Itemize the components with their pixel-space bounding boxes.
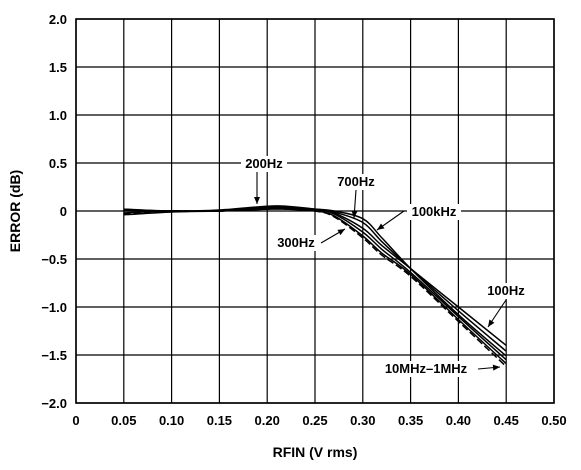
x-tick-label: 0.10 [159, 413, 184, 428]
annotation-label: 100Hz [487, 283, 525, 298]
annotation-background [333, 174, 379, 190]
annotation-label: 100kHz [412, 204, 457, 219]
arrow-head-icon [488, 319, 495, 327]
annotation-background [273, 235, 319, 251]
annotation-background [383, 361, 469, 377]
x-tick-label: 0.25 [302, 413, 327, 428]
x-tick-label: 0 [72, 413, 79, 428]
y-tick-label: −2.0 [41, 396, 67, 411]
grid [75, 18, 555, 404]
x-tick-label: 0.30 [350, 413, 375, 428]
x-axis-title: RFIN (V rms) [273, 444, 358, 460]
y-tick-label: 1.5 [49, 60, 67, 75]
x-tick-label: 0.35 [398, 413, 423, 428]
annotation-group: 200Hz 700Hz 100kHz 300Hz 100Hz 10MHz–1MHz [241, 156, 529, 377]
series-line [123, 208, 507, 368]
x-tick-label: 0.50 [541, 413, 566, 428]
x-tick-label: 0.45 [494, 413, 519, 428]
y-tick-label: 0 [60, 204, 67, 219]
series-group [123, 205, 507, 368]
x-tick-label: 0.05 [111, 413, 136, 428]
arrow-head-icon [254, 197, 260, 204]
arrow-head-icon [377, 223, 385, 230]
annotation-label: 10MHz–1MHz [385, 361, 468, 376]
x-tick-label: 0.20 [255, 413, 280, 428]
y-tick-labels: 2.0 1.5 1.0 0.5 0 −0.5 −1.0 −1.5 −2.0 [41, 12, 67, 411]
y-axis-title: ERROR (dB) [7, 170, 23, 252]
x-tick-labels: 0 0.05 0.10 0.15 0.20 0.25 0.30 0.35 0.40 0.45 0.5… [72, 413, 566, 428]
arrow-head-icon [492, 364, 500, 371]
y-tick-label: 0.5 [49, 156, 67, 171]
plot-frame [75, 18, 555, 404]
y-tick-label: −1.0 [41, 300, 67, 315]
y-tick-label: −0.5 [41, 252, 67, 267]
x-tick-label: 0.15 [207, 413, 232, 428]
y-tick-label: 2.0 [49, 12, 67, 27]
annotation-background [241, 156, 287, 172]
x-tick-label: 0.40 [446, 413, 471, 428]
annotation-label: 700Hz [337, 174, 375, 189]
arrow-head-icon [337, 229, 345, 236]
y-tick-label: −1.5 [41, 348, 67, 363]
y-tick-label: 1.0 [49, 108, 67, 123]
annotation-background [483, 283, 529, 299]
arrow-head-icon [351, 210, 358, 218]
annotation-label: 200Hz [245, 156, 283, 171]
annotation-label: 300Hz [277, 235, 315, 250]
annotation-background [407, 204, 461, 220]
